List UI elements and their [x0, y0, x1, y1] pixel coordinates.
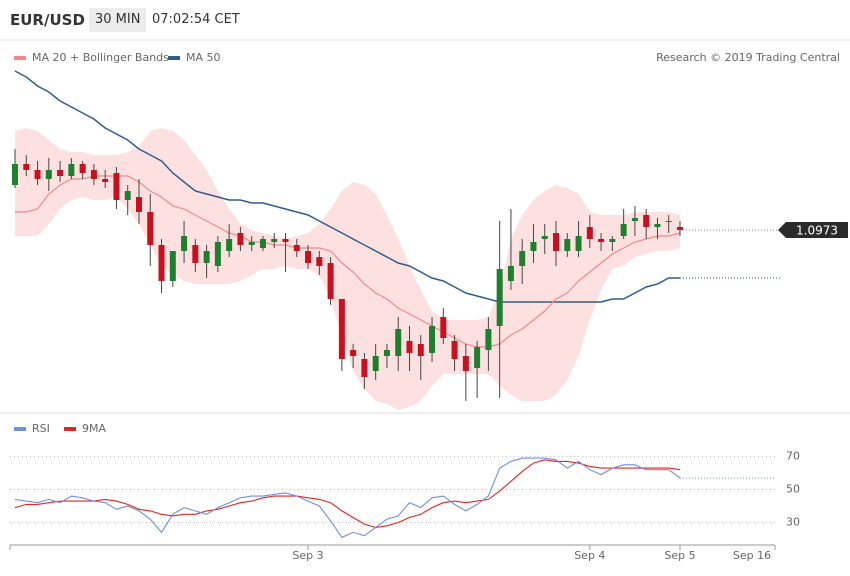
- candle-body: [68, 164, 75, 176]
- rsi-line: [14, 457, 681, 539]
- candle-body: [395, 329, 402, 356]
- candle-body: [305, 251, 312, 263]
- candle-body: [135, 197, 142, 212]
- candle-body: [248, 242, 255, 245]
- credit: Research © 2019 Trading Central: [656, 51, 840, 64]
- bollinger-band: [15, 128, 680, 410]
- candle-body: [609, 239, 616, 242]
- candle-body: [553, 233, 560, 251]
- candle-body: [485, 329, 492, 350]
- candle-body: [350, 350, 357, 356]
- candle-body: [406, 341, 413, 353]
- x-tick-label: Sep 16: [733, 549, 771, 562]
- candle-body: [259, 239, 266, 248]
- candle-body: [181, 236, 188, 251]
- candle-body: [57, 170, 64, 176]
- candle-body: [327, 263, 334, 299]
- candle-body: [507, 266, 514, 281]
- ma20-line: [15, 175, 681, 348]
- candle-body: [677, 227, 683, 230]
- candle-body: [12, 164, 18, 185]
- legend-label: RSI: [32, 422, 50, 435]
- candle-body: [79, 164, 86, 173]
- y-tick-label: 70: [786, 450, 800, 463]
- candle-body: [34, 170, 41, 179]
- candle-body: [158, 245, 165, 281]
- candle-body: [23, 164, 30, 170]
- candle-body: [519, 251, 526, 266]
- candle-body: [124, 191, 131, 200]
- candle-body: [564, 239, 571, 251]
- candle-body: [474, 347, 481, 368]
- candle-body: [361, 359, 368, 377]
- candle-body: [271, 239, 278, 242]
- candle-body: [598, 239, 605, 242]
- candle-body: [113, 173, 120, 200]
- candle-body: [575, 236, 582, 251]
- candle-body: [462, 356, 469, 371]
- legend-label: MA 50: [186, 51, 221, 64]
- candle-body: [440, 317, 447, 338]
- candle-body: [147, 212, 154, 245]
- symbol: EUR/USD: [10, 11, 85, 29]
- candle-body: [372, 356, 379, 371]
- candle-body: [169, 251, 176, 281]
- candle-body: [665, 221, 672, 222]
- candle-body: [586, 227, 593, 239]
- x-tick-label: Sep 4: [574, 549, 605, 562]
- candle-body: [282, 239, 289, 242]
- candle-body: [451, 341, 458, 359]
- candle-body: [383, 350, 390, 356]
- candle-body: [45, 170, 52, 179]
- candle-body: [496, 269, 503, 326]
- time: 07:02:54 CET: [152, 12, 240, 27]
- candle-body: [541, 236, 548, 239]
- candle-body: [203, 251, 210, 263]
- candle-body: [214, 242, 221, 266]
- x-tick-label: Sep 5: [664, 549, 695, 562]
- candle-body: [102, 179, 109, 182]
- candle-body: [338, 299, 345, 359]
- last-price-label: 1.0973: [796, 224, 838, 238]
- candle-body: [429, 326, 436, 353]
- candle-body: [631, 218, 638, 221]
- legend-label: 9MA: [82, 422, 106, 435]
- candle-body: [620, 224, 627, 236]
- candle-body: [237, 233, 244, 245]
- x-tick-label: Sep 3: [292, 549, 323, 562]
- candle-body: [293, 245, 300, 251]
- candle-body: [90, 170, 97, 179]
- interval[interactable]: 30 MIN: [89, 8, 147, 32]
- legend-label: MA 20 + Bollinger Bands: [32, 51, 169, 64]
- candle-body: [530, 242, 537, 251]
- price-tag: [778, 222, 848, 238]
- candle-body: [643, 215, 650, 227]
- candle-body: [417, 344, 424, 356]
- candle-body: [316, 257, 323, 266]
- y-tick-label: 50: [786, 483, 800, 496]
- ma50-line: [14, 70, 680, 303]
- candle-body: [226, 239, 233, 251]
- candle-body: [654, 224, 661, 227]
- y-tick-label: 30: [786, 516, 800, 529]
- candle-body: [192, 245, 199, 263]
- rsi-line: [14, 459, 681, 529]
